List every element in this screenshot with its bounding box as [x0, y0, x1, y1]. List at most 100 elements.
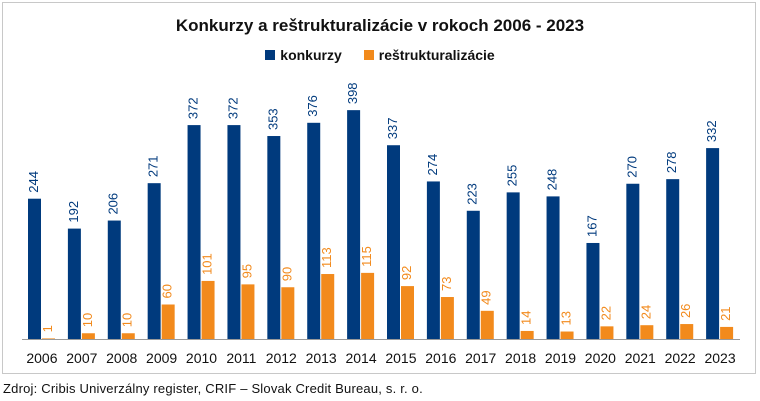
bar-konkurzy-2007 — [67, 228, 81, 339]
x-tick-label-2018: 2018 — [505, 350, 536, 366]
data-label-konkurzy-2021: 270 — [624, 156, 639, 178]
data-label-restrukturalizacie-2020: 22 — [598, 306, 613, 320]
legend-item-konkurzy: konkurzy — [265, 47, 342, 63]
x-tick-label-2023: 2023 — [704, 350, 735, 366]
bar-restrukturalizacie-2019 — [560, 331, 574, 339]
bar-restrukturalizacie-2013 — [321, 274, 335, 339]
data-label-konkurzy-2019: 248 — [544, 169, 559, 191]
x-tick-label-2016: 2016 — [425, 350, 456, 366]
data-label-konkurzy-2014: 398 — [345, 82, 360, 104]
data-label-konkurzy-2023: 332 — [704, 120, 719, 142]
bar-konkurzy-2015 — [387, 145, 400, 339]
x-tick-label-2020: 2020 — [585, 350, 616, 366]
bar-konkurzy-2018 — [506, 192, 520, 339]
data-label-restrukturalizacie-2016: 73 — [439, 277, 454, 291]
x-tick-label-2010: 2010 — [186, 350, 217, 366]
bar-restrukturalizacie-2017 — [480, 310, 494, 339]
data-label-konkurzy-2022: 278 — [664, 151, 679, 173]
source-note: Zdroj: Cribis Univerzálny register, CRIF… — [3, 381, 423, 396]
bar-restrukturalizacie-2018 — [520, 330, 534, 339]
data-label-restrukturalizacie-2007: 10 — [80, 313, 95, 327]
legend-label-restrukturalizacie: reštrukturalizácie — [378, 47, 495, 63]
data-label-konkurzy-2015: 337 — [385, 118, 400, 140]
x-tick-label-2009: 2009 — [146, 350, 177, 366]
bar-restrukturalizacie-2023 — [720, 326, 734, 339]
data-label-konkurzy-2016: 274 — [425, 154, 440, 176]
bar-konkurzy-2006 — [28, 198, 41, 339]
data-label-restrukturalizacie-2006: 1 — [40, 325, 55, 332]
data-label-restrukturalizacie-2015: 92 — [399, 266, 414, 280]
data-label-konkurzy-2012: 353 — [265, 108, 280, 130]
data-label-restrukturalizacie-2008: 10 — [120, 313, 135, 327]
legend-label-konkurzy: konkurzy — [280, 47, 342, 63]
legend: konkurzy reštrukturalizácie — [0, 47, 760, 63]
data-label-konkurzy-2010: 372 — [185, 97, 200, 119]
data-label-konkurzy-2008: 206 — [106, 193, 121, 215]
data-label-konkurzy-2017: 223 — [465, 183, 480, 205]
bar-restrukturalizacie-2010 — [201, 280, 215, 339]
bar-restrukturalizacie-2007 — [81, 333, 95, 339]
bar-konkurzy-2021 — [626, 183, 640, 339]
x-tick-label-2011: 2011 — [226, 350, 256, 366]
legend-swatch-restrukturalizacie — [363, 50, 374, 60]
bar-restrukturalizacie-2022 — [680, 324, 694, 339]
bar-restrukturalizacie-2008 — [121, 333, 135, 339]
data-label-konkurzy-2020: 167 — [584, 215, 599, 237]
data-label-konkurzy-2007: 192 — [66, 201, 81, 223]
chart-frame — [2, 2, 756, 374]
data-label-restrukturalizacie-2023: 21 — [718, 306, 733, 320]
x-tick-label-2012: 2012 — [266, 350, 297, 366]
data-label-restrukturalizacie-2021: 24 — [638, 305, 653, 319]
x-tick-label-2013: 2013 — [306, 350, 337, 366]
x-tick-label-2022: 2022 — [665, 350, 696, 366]
bar-restrukturalizacie-2016 — [440, 297, 454, 339]
bar-konkurzy-2017 — [466, 210, 480, 339]
x-tick-label-2017: 2017 — [465, 350, 496, 366]
x-tick-label-2014: 2014 — [345, 350, 376, 366]
bar-restrukturalizacie-2009 — [161, 304, 175, 339]
bar-konkurzy-2016 — [426, 181, 440, 339]
bar-konkurzy-2020 — [586, 242, 600, 339]
x-tick-label-2019: 2019 — [545, 350, 576, 366]
bar-konkurzy-2010 — [187, 125, 201, 339]
x-tick-label-2006: 2006 — [26, 350, 57, 366]
data-label-konkurzy-2009: 271 — [146, 155, 161, 177]
data-label-restrukturalizacie-2012: 90 — [279, 267, 294, 281]
bar-konkurzy-2019 — [546, 196, 560, 339]
x-tick-label-2008: 2008 — [106, 350, 137, 366]
data-label-restrukturalizacie-2014: 115 — [359, 246, 374, 267]
bar-restrukturalizacie-2012 — [281, 287, 295, 339]
x-tick-label-2007: 2007 — [66, 350, 97, 366]
data-label-restrukturalizacie-2018: 14 — [519, 310, 534, 324]
bar-konkurzy-2022 — [666, 179, 680, 339]
bar-restrukturalizacie-2015 — [401, 286, 414, 339]
data-label-restrukturalizacie-2022: 26 — [678, 304, 693, 318]
data-label-konkurzy-2006: 244 — [26, 171, 41, 193]
data-label-konkurzy-2011: 372 — [225, 97, 240, 119]
bar-restrukturalizacie-2020 — [600, 326, 614, 339]
bar-konkurzy-2012 — [267, 136, 281, 339]
bar-konkurzy-2013 — [307, 122, 321, 339]
x-tick-label-2021: 2021 — [625, 350, 656, 366]
data-label-restrukturalizacie-2009: 60 — [160, 284, 175, 298]
data-label-restrukturalizacie-2013: 113 — [319, 247, 334, 268]
bar-restrukturalizacie-2014 — [361, 272, 375, 339]
legend-swatch-konkurzy — [265, 50, 276, 60]
x-tick-label-2015: 2015 — [385, 350, 416, 366]
bar-konkurzy-2023 — [706, 148, 720, 339]
data-label-konkurzy-2013: 376 — [305, 95, 320, 117]
bar-restrukturalizacie-2011 — [241, 284, 255, 339]
bar-konkurzy-2008 — [107, 220, 121, 339]
bar-restrukturalizacie-2021 — [640, 325, 654, 339]
legend-item-restrukturalizacie: reštrukturalizácie — [363, 47, 495, 63]
data-label-konkurzy-2018: 255 — [505, 165, 520, 187]
data-label-restrukturalizacie-2011: 95 — [239, 264, 254, 278]
chart-title: Konkurzy a reštrukturalizácie v rokoch 2… — [175, 16, 585, 35]
bar-restrukturalizacie-2006 — [42, 338, 55, 339]
data-label-restrukturalizacie-2019: 13 — [558, 311, 573, 325]
data-label-restrukturalizacie-2017: 49 — [479, 290, 494, 304]
bar-konkurzy-2009 — [147, 183, 161, 339]
data-label-restrukturalizacie-2010: 101 — [199, 253, 214, 275]
bar-konkurzy-2014 — [347, 110, 361, 340]
